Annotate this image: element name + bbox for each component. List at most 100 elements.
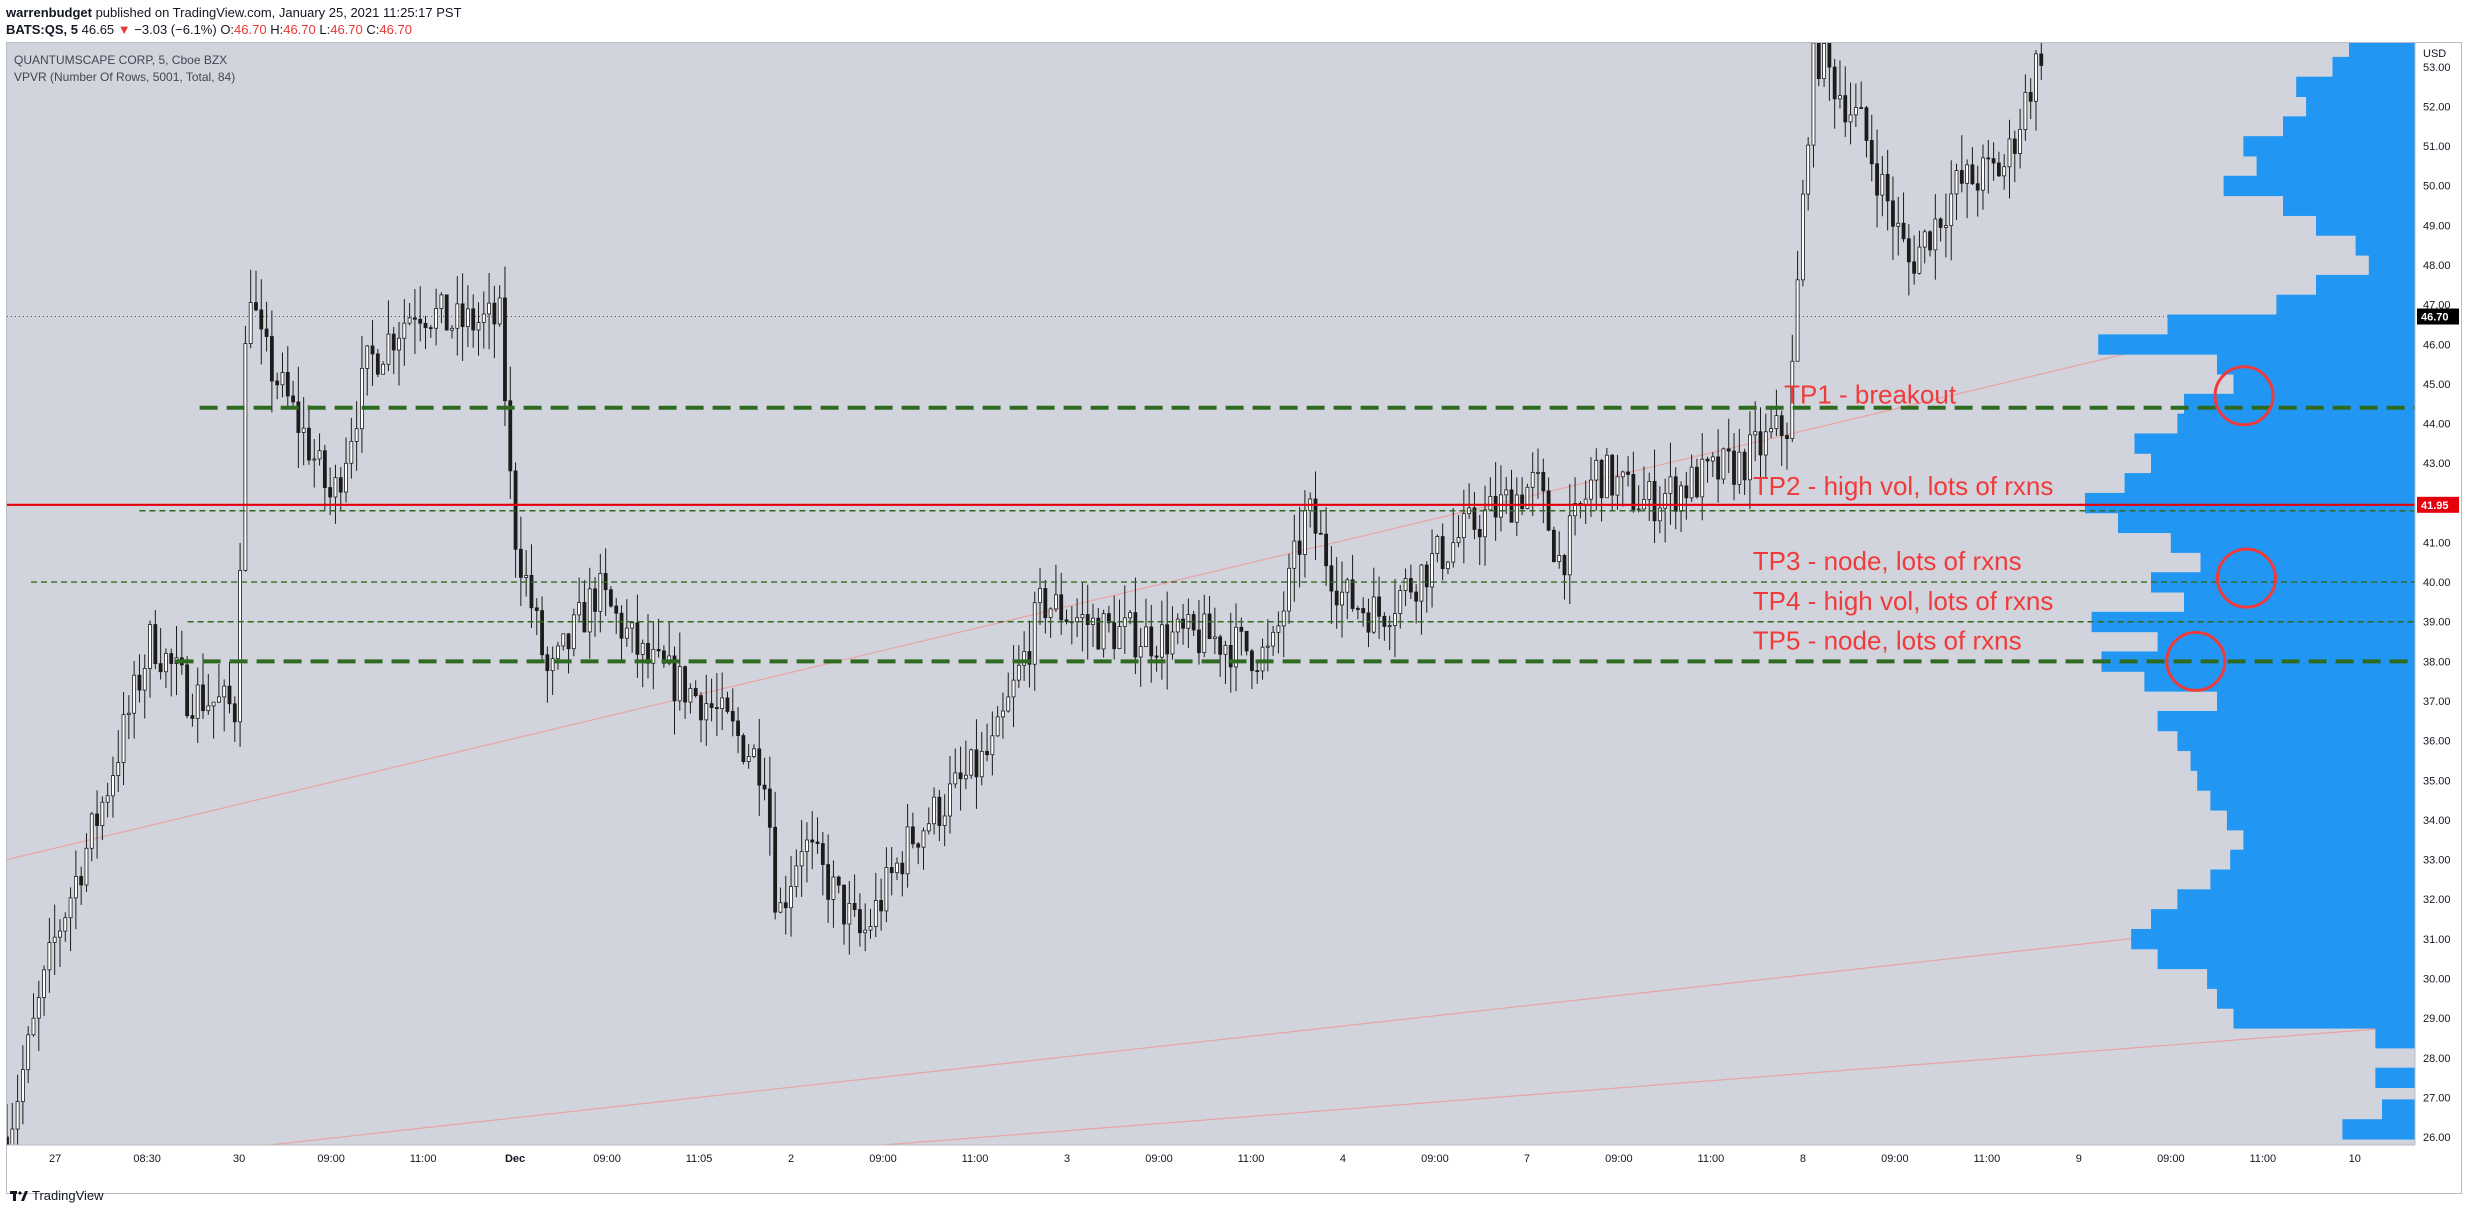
candle-body-330 bbox=[1753, 431, 1758, 436]
candle-body-43 bbox=[232, 703, 237, 723]
price-tick-label: 26.00 bbox=[2423, 1132, 2451, 1144]
candle-body-23 bbox=[126, 712, 131, 716]
candle-body-141 bbox=[752, 748, 756, 757]
candle-body-217 bbox=[1154, 655, 1159, 658]
volume-profile-bar-7 bbox=[2157, 948, 2415, 970]
author-name[interactable]: warrenbudget bbox=[6, 5, 92, 20]
candle-body-339 bbox=[1800, 193, 1805, 281]
candle-body-301 bbox=[1599, 459, 1604, 499]
candle-body-308 bbox=[1636, 508, 1641, 511]
price-change: −3.03 (−6.1%) bbox=[134, 22, 217, 37]
price-tick-label: 32.00 bbox=[2423, 894, 2451, 906]
volume-profile-bar-5 bbox=[2217, 988, 2415, 1009]
candle-body-195 bbox=[1038, 588, 1042, 604]
candle-body-109 bbox=[582, 602, 587, 633]
candle-body-132 bbox=[704, 703, 709, 721]
candle-body-218 bbox=[1159, 624, 1164, 658]
candle-body-204 bbox=[1085, 614, 1090, 625]
candle-body-333 bbox=[1769, 428, 1774, 433]
candle-body-84 bbox=[450, 327, 454, 331]
indicator-label[interactable]: VPVR (Number Of Rows, 5001, Total, 84) bbox=[14, 70, 236, 84]
candle-body-279 bbox=[1483, 509, 1487, 538]
candle-body-3 bbox=[20, 1069, 25, 1102]
candle-body-324 bbox=[1721, 448, 1726, 480]
price-chart[interactable]: TP1 - breakout TP2 - high vol, lots of rx… bbox=[7, 43, 2461, 1193]
candle-body-123 bbox=[656, 648, 661, 652]
candle-body-341 bbox=[1811, 43, 1816, 146]
candle-body-198 bbox=[1054, 594, 1058, 610]
candle-body-67 bbox=[360, 367, 364, 430]
price-tick-label: 37.00 bbox=[2423, 696, 2451, 708]
candle-body-114 bbox=[609, 589, 613, 607]
candle-body-49 bbox=[264, 328, 269, 337]
candle-body-353 bbox=[1875, 163, 1879, 196]
candle-body-292 bbox=[1551, 529, 1556, 562]
candle-body-381 bbox=[2023, 92, 2028, 130]
candle-body-335 bbox=[1779, 415, 1784, 436]
annotation-tp1: TP1 - breakout bbox=[1784, 380, 1957, 410]
candle-body-36 bbox=[195, 684, 200, 719]
candle-body-206 bbox=[1096, 617, 1101, 650]
chart-frame[interactable]: TP1 - breakout TP2 - high vol, lots of rx… bbox=[6, 42, 2462, 1194]
candle-body-72 bbox=[386, 333, 391, 365]
candle-body-222 bbox=[1181, 618, 1185, 629]
time-tick-label: 09:00 bbox=[2157, 1153, 2185, 1165]
footer-brand[interactable]: TradingView bbox=[32, 1188, 104, 1203]
volume-profile-bar-34 bbox=[2177, 413, 2415, 434]
candle-body-60 bbox=[322, 450, 327, 488]
candle-body-332 bbox=[1763, 431, 1768, 456]
candle-body-323 bbox=[1716, 456, 1721, 480]
candle-body-46 bbox=[248, 302, 253, 344]
candle-body-343 bbox=[1822, 43, 1826, 79]
price-tick-label: 49.00 bbox=[2423, 220, 2451, 232]
candle-body-140 bbox=[746, 756, 751, 763]
candle-body-15 bbox=[84, 847, 89, 886]
candle-body-40 bbox=[217, 696, 221, 703]
candle-body-336 bbox=[1785, 435, 1789, 440]
candle-body-26 bbox=[142, 668, 147, 691]
candle-body-94 bbox=[503, 297, 507, 402]
candle-body-311 bbox=[1652, 480, 1657, 522]
candle-body-242 bbox=[1287, 567, 1291, 612]
candle-body-340 bbox=[1806, 144, 1811, 195]
candle-body-159 bbox=[847, 903, 852, 925]
candle-body-209 bbox=[1112, 622, 1117, 650]
candle-body-290 bbox=[1541, 471, 1546, 492]
volume-profile-bar-19 bbox=[2157, 710, 2415, 732]
time-tick-label: 9 bbox=[2076, 1153, 2082, 1165]
candle-body-347 bbox=[1843, 95, 1848, 123]
candle-body-257 bbox=[1366, 612, 1371, 633]
candle-body-334 bbox=[1774, 415, 1779, 429]
candle-body-14 bbox=[79, 876, 84, 886]
time-tick-label: 11:05 bbox=[686, 1153, 713, 1165]
candle-body-379 bbox=[2012, 138, 2017, 154]
candle-body-101 bbox=[540, 610, 544, 656]
price-tick-label: 38.00 bbox=[2423, 656, 2451, 668]
candle-body-282 bbox=[1499, 494, 1503, 518]
candle-body-231 bbox=[1228, 645, 1233, 668]
candle-body-227 bbox=[1207, 613, 1212, 640]
candle-body-100 bbox=[534, 607, 539, 611]
candle-body-294 bbox=[1562, 555, 1567, 576]
annotation-tp5: TP5 - node, lots of rxns bbox=[1753, 625, 2022, 655]
candle-body-167 bbox=[889, 867, 894, 874]
candle-body-272 bbox=[1446, 561, 1450, 570]
time-tick-label: 11:00 bbox=[2249, 1153, 2276, 1165]
candle-body-355 bbox=[1885, 173, 1890, 202]
candle-body-21 bbox=[116, 762, 121, 776]
price-tick-label: 46.00 bbox=[2423, 339, 2451, 351]
candle-body-289 bbox=[1536, 471, 1540, 474]
candle-body-56 bbox=[301, 427, 306, 433]
price-axis-background bbox=[2415, 43, 2461, 1193]
candle-body-356 bbox=[1891, 200, 1895, 227]
candle-body-146 bbox=[778, 902, 783, 913]
candle-body-240 bbox=[1276, 625, 1281, 633]
candle-body-285 bbox=[1514, 494, 1519, 523]
candle-body-68 bbox=[365, 345, 370, 369]
candle-body-373 bbox=[1981, 157, 1985, 191]
candle-body-210 bbox=[1117, 626, 1122, 650]
volume-profile-bar-46 bbox=[2223, 175, 2415, 197]
candle-body-180 bbox=[958, 772, 963, 780]
candle-body-70 bbox=[375, 353, 380, 375]
close-label: C: bbox=[366, 22, 380, 37]
